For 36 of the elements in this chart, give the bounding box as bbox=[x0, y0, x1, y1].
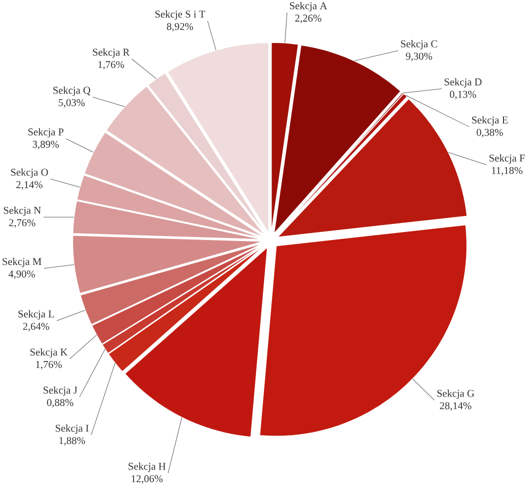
slice-label: Sekcja D bbox=[444, 78, 482, 88]
data-label: 2,76% bbox=[9, 219, 36, 228]
slice-label: Sekcja R bbox=[93, 48, 130, 58]
data-label: 1,76% bbox=[98, 61, 124, 70]
slice-label: Sekcja N bbox=[4, 206, 41, 216]
data-label: 3,89% bbox=[32, 140, 59, 150]
slice-label: Sekcja Q bbox=[53, 86, 90, 96]
data-label: 12,06% bbox=[132, 475, 163, 484]
data-label: 11,18% bbox=[492, 167, 522, 176]
data-label: 2,14% bbox=[16, 181, 42, 190]
slice-label: Sekcja J bbox=[44, 386, 78, 396]
data-label: 0,88% bbox=[47, 399, 74, 408]
data-label: 8,92% bbox=[166, 23, 194, 32]
slice-label: Sekcja G bbox=[437, 390, 474, 400]
slice-label: Sekcja L bbox=[18, 310, 54, 320]
data-label: 28,14% bbox=[440, 402, 472, 411]
slice-label: Sekcja I bbox=[56, 424, 89, 434]
data-label: 1,88% bbox=[59, 437, 86, 446]
slice-label: Sekcja C bbox=[401, 40, 438, 50]
data-label: 2,26% bbox=[295, 14, 322, 24]
slice-label: Sekcja K bbox=[30, 348, 68, 358]
slice-label: Sekcje S i T bbox=[155, 10, 206, 20]
slice-label: Sekcja E bbox=[472, 116, 508, 126]
data-label: 2,64% bbox=[23, 323, 50, 332]
data-label: 0,13% bbox=[450, 90, 476, 100]
slice-label: Sekcja P bbox=[28, 128, 64, 138]
data-label: 9,30% bbox=[406, 52, 432, 62]
data-label: 4,90% bbox=[8, 270, 35, 280]
slice-label: Sekcja M bbox=[2, 258, 42, 268]
data-label: 5,03% bbox=[58, 99, 85, 108]
slice-label: Sekcja H bbox=[128, 462, 166, 472]
slice-label: Sekcja F bbox=[490, 154, 525, 164]
slice-label: Sekcja O bbox=[11, 168, 48, 178]
data-label: 1,76% bbox=[36, 361, 62, 370]
data-label: 0,38% bbox=[476, 129, 503, 138]
slice-label: Sekcja A bbox=[290, 2, 328, 12]
